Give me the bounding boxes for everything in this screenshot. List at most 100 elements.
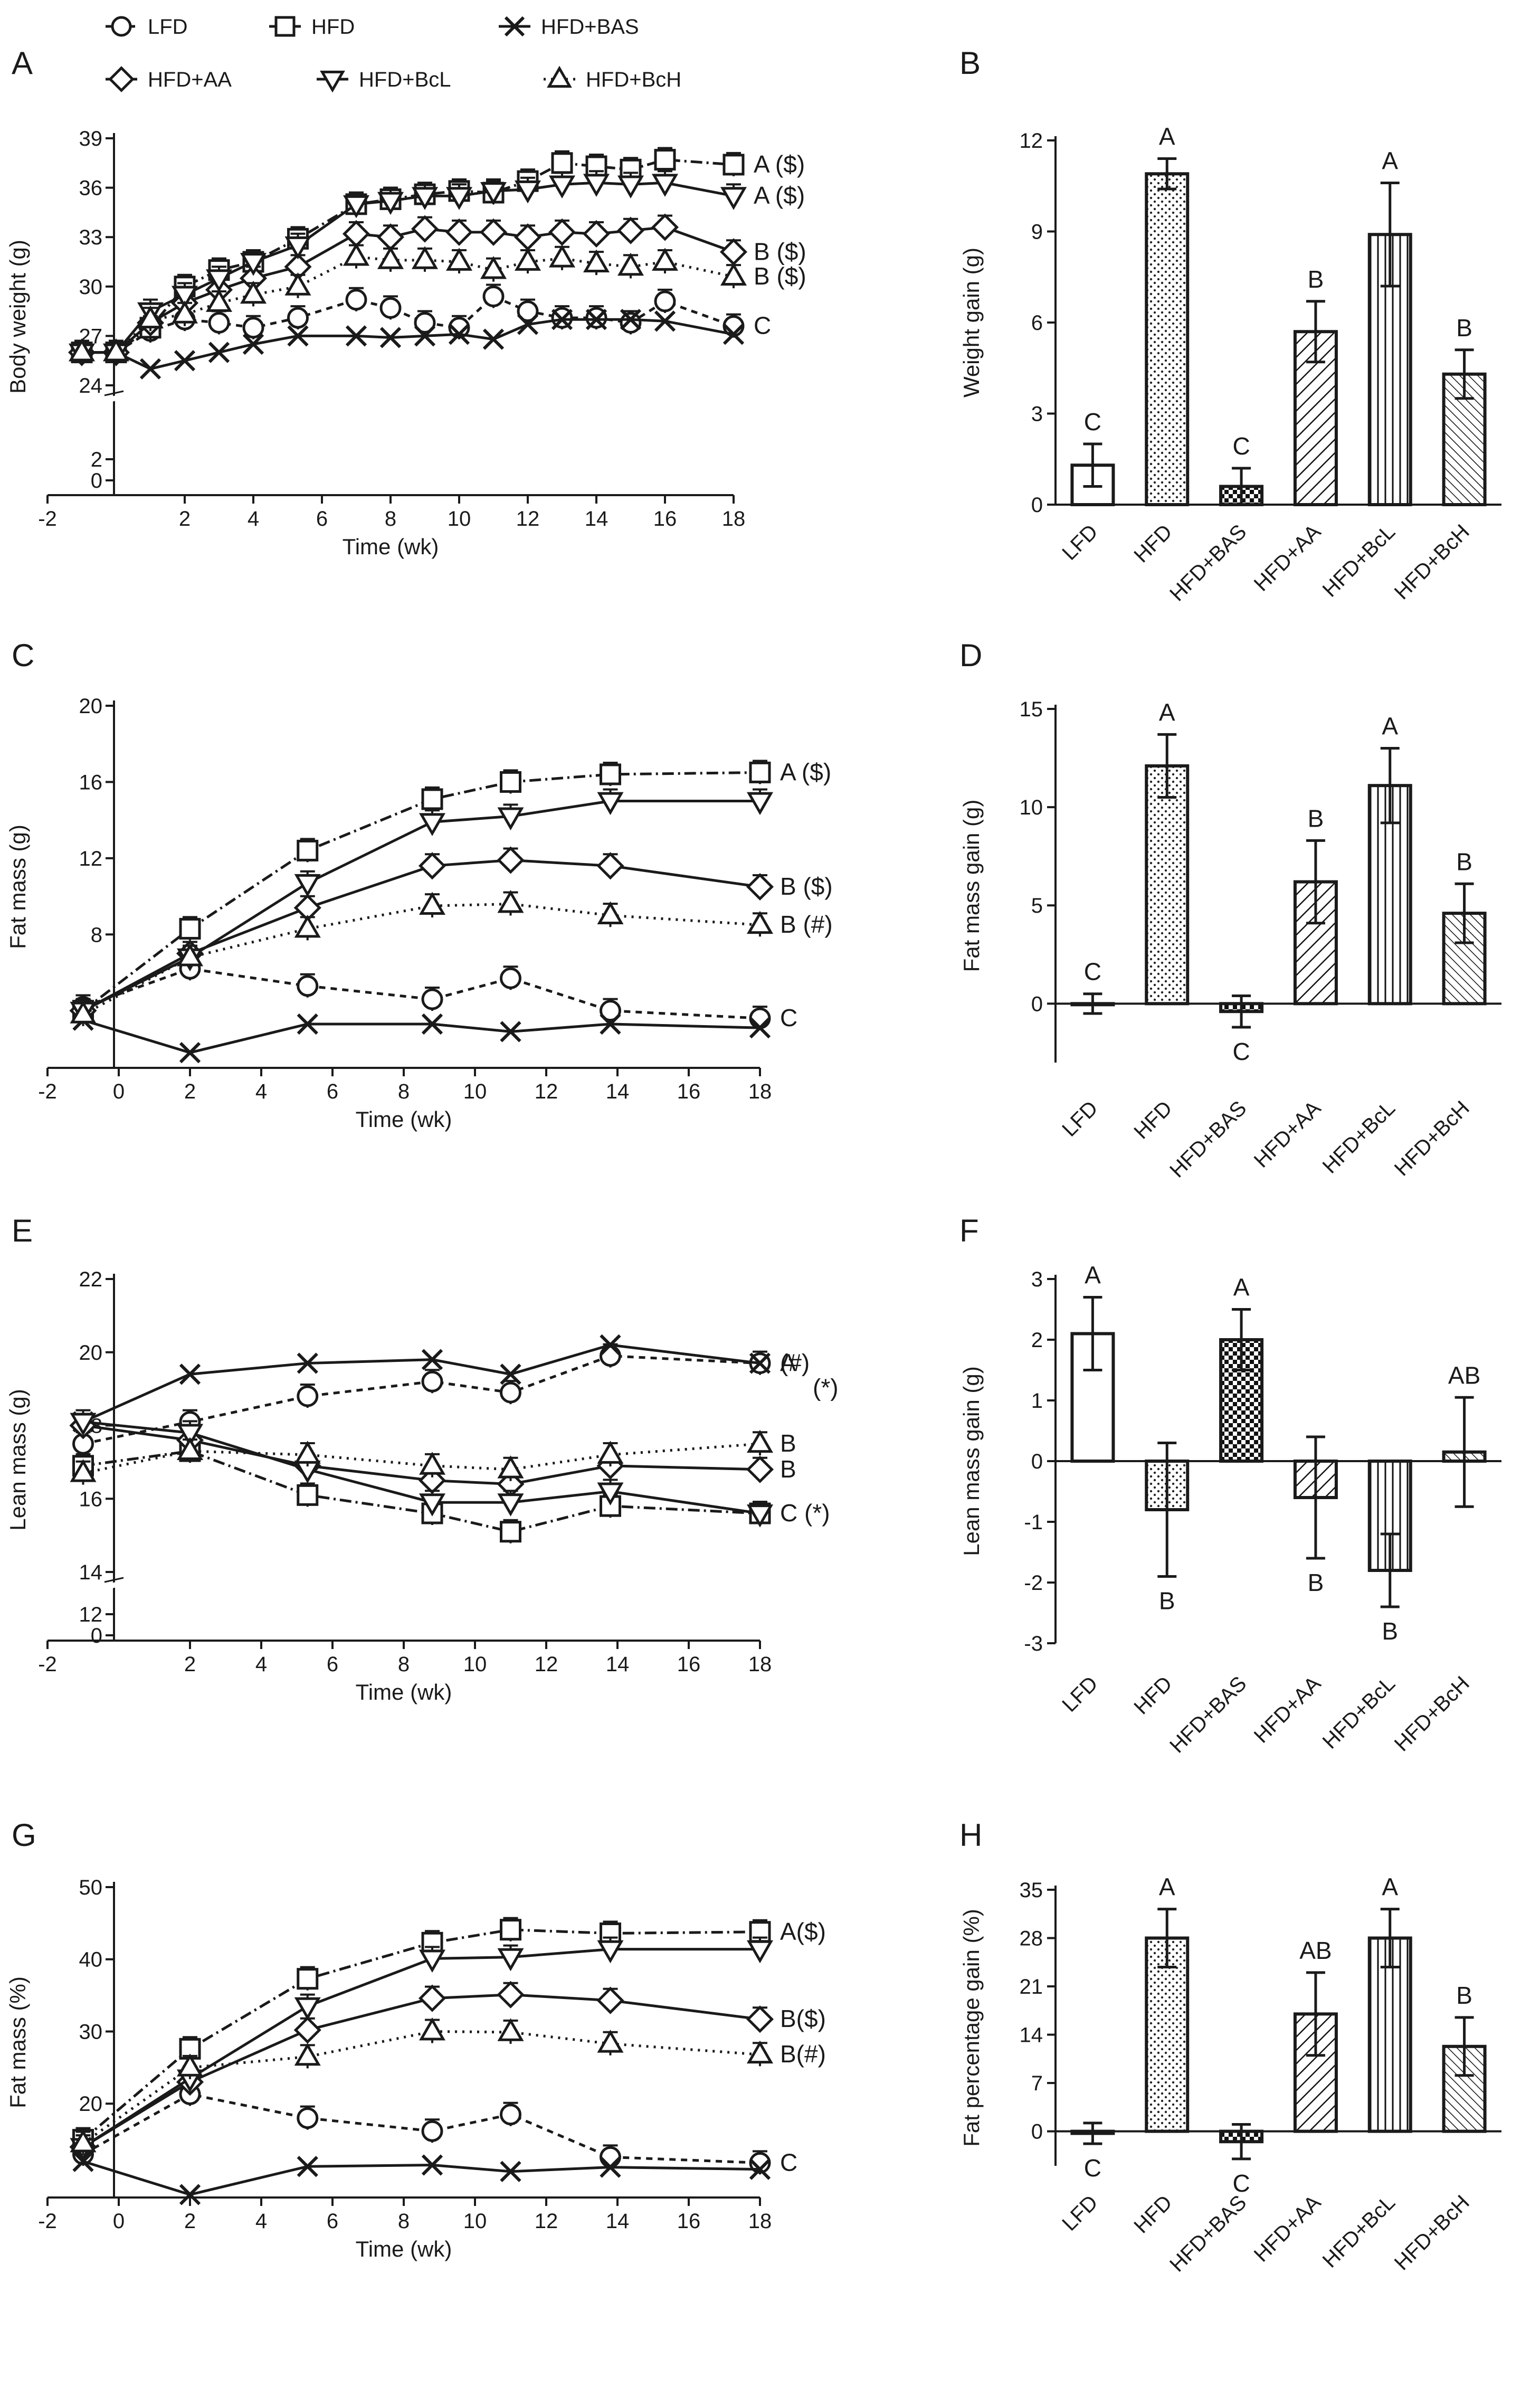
significance-letter: B [1308, 804, 1324, 832]
x-category-label: HFD+BAS [1165, 520, 1251, 605]
significance-letter: C [1232, 2170, 1250, 2197]
data-point [497, 1948, 524, 1972]
x-category-label: HFD+BAS [1165, 1096, 1251, 1182]
series-annotation: B ($) [754, 262, 806, 290]
data-point [749, 2158, 771, 2180]
data-point [287, 325, 309, 347]
data-point [418, 852, 446, 880]
significance-letter: AB [1299, 1937, 1332, 1964]
legend-label: HFD+BcL [359, 68, 451, 91]
data-point [411, 246, 439, 269]
data-point [421, 788, 443, 810]
data-point [294, 1997, 321, 2021]
y-axis-title: Lean mass gain (g) [959, 1366, 984, 1556]
data-point [746, 911, 774, 934]
data-point [421, 1370, 443, 1393]
series-annotation: B ($) [780, 873, 833, 900]
y-tick-label-low: 2 [91, 448, 102, 471]
data-point [343, 195, 370, 219]
legend: LFD HFD HFD+BAS HFD+AA HFD+BcL HFD+BcH [106, 15, 681, 93]
data-point [651, 213, 679, 241]
data-point [654, 290, 676, 312]
significance-letter: B [1456, 1982, 1472, 2009]
y-tick-label: 10 [1020, 796, 1043, 819]
significance-letter: A [1382, 712, 1398, 740]
x-axis-title: Time (wk) [343, 534, 439, 559]
x-tick-label: 16 [653, 507, 677, 531]
series-hfd-bas [71, 309, 745, 380]
x-tick-label: 12 [535, 1653, 558, 1676]
legend-label: HFD [311, 15, 355, 39]
x-axis-title: Time (wk) [356, 1680, 452, 1704]
x-category-label: LFD [1058, 1096, 1102, 1141]
data-point [205, 289, 233, 312]
x-tick-label: 10 [463, 1080, 487, 1103]
data-point [421, 1931, 443, 1954]
data-point [297, 1385, 319, 1407]
legend-marker-circle [111, 16, 132, 37]
series-annotation: C [780, 2148, 797, 2176]
data-point [421, 2154, 443, 2176]
data-point [749, 2152, 771, 2174]
y-tick-label: 28 [1020, 1927, 1043, 1950]
y-tick-label: 1 [1031, 1389, 1043, 1413]
data-point [287, 307, 309, 329]
x-tick-label: -2 [38, 2210, 57, 2233]
series-annotation: A ($) [780, 758, 831, 785]
x-tick-label: -2 [38, 1080, 57, 1103]
data-point [139, 358, 161, 380]
x-tick-label: 18 [722, 507, 746, 531]
significance-letter: C [1084, 2154, 1101, 2182]
data-point [479, 218, 508, 246]
data-point [379, 297, 402, 319]
series-annotation: A [780, 1349, 796, 1377]
series-hfd: A ($) [72, 758, 831, 1022]
data-point [297, 2156, 318, 2177]
data-point [617, 175, 644, 198]
significance-letter: C [1084, 408, 1101, 435]
series-annotation: A ($) [754, 150, 805, 178]
data-point [723, 154, 745, 176]
series-annotation: B [780, 1429, 796, 1457]
y-tick-label: 0 [1031, 2120, 1043, 2144]
data-point [297, 975, 319, 997]
x-tick-label: 10 [463, 1653, 487, 1676]
x-tick-label: 16 [677, 1653, 701, 1676]
x-category-label: HFD+BcH [1390, 520, 1474, 604]
x-tick-label: -2 [38, 507, 57, 531]
y-tick-label: 35 [1020, 1879, 1043, 1902]
x-category-label: HFD+BAS [1165, 1672, 1251, 1757]
data-point [70, 2129, 97, 2153]
legend-marker-cross [504, 16, 525, 37]
significance-letter: A [1159, 123, 1175, 150]
series-annotation: C (*) [780, 1499, 830, 1527]
data-point [345, 289, 367, 311]
series-hfd-bcl [70, 1936, 774, 2161]
x-category-label: HFD+BAS [1165, 2191, 1251, 2276]
y-tick-label: 39 [79, 127, 103, 150]
extra-annotation: (*) [813, 1374, 839, 1401]
x-tick-label: 8 [398, 1080, 410, 1103]
significance-letter: C [1232, 432, 1250, 460]
series-annotation: B ($) [754, 238, 806, 265]
x-category-label: HFD [1129, 2191, 1176, 2238]
y-axis-title: Weight gain (g) [959, 248, 984, 397]
data-point [551, 152, 573, 174]
data-point [583, 174, 610, 197]
x-category-label: HFD+BcH [1390, 2191, 1474, 2275]
panel-b: B 0 3 6 9 12 Weight gain (g) C LFD A HFD C HFD+BAS B H… [959, 45, 1501, 606]
series-annotation: B (#) [780, 911, 833, 938]
x-tick-label: 12 [535, 1080, 558, 1103]
x-axis-title: Time (wk) [356, 1107, 452, 1132]
data-point [746, 873, 774, 901]
data-point [497, 1455, 524, 1479]
data-point [651, 248, 679, 271]
bar-group-hfd: A HFD [1129, 123, 1190, 567]
data-point [421, 1349, 443, 1370]
data-point [411, 187, 439, 210]
data-point [294, 914, 321, 938]
panel-d: D 0 5 10 15 Fat mass gain (g) C LFD A HFD C HFD+BAS… [959, 638, 1501, 1182]
bar-group-lfd: C LFD [1058, 2121, 1115, 2236]
x-tick-label: 4 [255, 2210, 267, 2233]
data-point [284, 272, 311, 296]
